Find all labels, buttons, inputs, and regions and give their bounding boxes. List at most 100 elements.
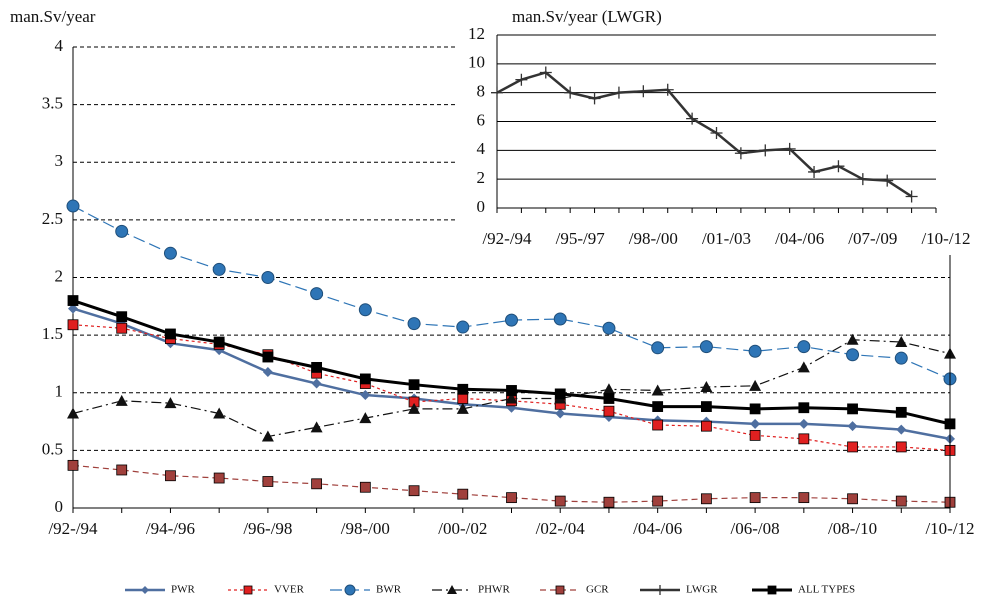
marker xyxy=(652,401,664,412)
y-tick-label: 1 xyxy=(55,382,64,401)
marker xyxy=(651,341,665,355)
marker xyxy=(116,464,128,476)
y-tick-label: 8 xyxy=(477,82,486,101)
marker xyxy=(783,142,796,155)
marker xyxy=(749,492,761,504)
marker xyxy=(506,492,517,504)
marker xyxy=(457,383,469,395)
marker xyxy=(895,441,907,453)
x-tick-label: /10-/12 xyxy=(921,229,970,248)
marker xyxy=(847,493,858,505)
marker xyxy=(797,340,811,354)
x-tick-label: /04-/06 xyxy=(633,519,682,538)
x-tick-label: /06-/08 xyxy=(731,519,780,538)
marker xyxy=(847,441,858,453)
marker xyxy=(798,418,809,429)
marker xyxy=(359,412,372,424)
marker xyxy=(358,303,372,317)
marker xyxy=(116,311,128,323)
marker xyxy=(68,303,78,314)
marker xyxy=(700,420,712,432)
marker xyxy=(832,160,845,173)
marker xyxy=(506,385,517,396)
marker xyxy=(505,392,518,404)
marker xyxy=(856,173,869,186)
y-tick-label: 1.5 xyxy=(42,324,63,343)
marker xyxy=(515,73,528,86)
marker xyxy=(359,373,371,385)
marker xyxy=(213,407,226,419)
legend-label: PHWR xyxy=(478,584,510,596)
marker xyxy=(213,336,225,348)
series-line xyxy=(496,71,913,198)
marker xyxy=(407,317,421,331)
marker xyxy=(163,246,177,260)
marker xyxy=(67,459,79,471)
marker xyxy=(881,174,894,187)
y-tick-label: 2 xyxy=(55,266,64,285)
legend-marker xyxy=(344,584,356,596)
marker xyxy=(115,394,128,406)
marker xyxy=(505,313,518,327)
y-tick-label: 10 xyxy=(468,53,485,72)
y-tick-label: 3 xyxy=(55,151,64,170)
plot: 0 2 4 6 8 10 12/92-/94/95-/97/98-/00/01-/03/04… xyxy=(458,0,984,255)
marker xyxy=(310,421,323,433)
marker xyxy=(212,262,226,276)
marker xyxy=(67,295,79,306)
marker xyxy=(686,112,699,125)
y-tick-label: 6 xyxy=(477,110,486,129)
marker xyxy=(555,408,566,419)
marker xyxy=(67,407,79,419)
marker xyxy=(457,393,469,404)
marker xyxy=(798,492,810,504)
marker xyxy=(896,424,907,435)
marker xyxy=(894,351,908,365)
marker xyxy=(311,378,322,389)
x-tick-label: /10-/12 xyxy=(925,519,974,538)
marker xyxy=(564,86,577,99)
marker xyxy=(164,397,177,409)
marker xyxy=(66,199,80,213)
y-tick-label: 2 xyxy=(477,168,486,187)
marker xyxy=(603,393,615,404)
legend-label: PWR xyxy=(171,584,196,596)
marker xyxy=(491,86,503,99)
marker xyxy=(311,361,323,373)
legend-marker xyxy=(447,585,457,594)
marker xyxy=(408,402,421,414)
marker xyxy=(637,85,650,98)
marker xyxy=(895,495,907,507)
marker xyxy=(261,430,274,442)
marker xyxy=(165,328,176,340)
marker xyxy=(456,402,469,414)
y-tick-label: 0 xyxy=(477,197,486,216)
x-tick-label: /92-/94 xyxy=(482,229,532,248)
x-tick-label: /92-/94 xyxy=(48,519,98,538)
marker xyxy=(165,470,176,482)
marker xyxy=(554,388,566,400)
marker xyxy=(115,224,129,238)
marker xyxy=(798,402,810,414)
y-tick-label: 4 xyxy=(55,36,64,55)
marker xyxy=(67,319,79,331)
inset-y-axis-label: man.Sv/year (LWGR) xyxy=(512,7,662,26)
marker xyxy=(846,348,860,362)
marker xyxy=(262,367,273,378)
y-tick-label: 12 xyxy=(468,24,485,43)
marker xyxy=(554,495,566,507)
marker xyxy=(661,83,674,96)
marker xyxy=(808,165,821,178)
marker xyxy=(116,322,128,334)
marker xyxy=(759,144,772,157)
x-tick-label: /95-/97 xyxy=(556,229,606,248)
legend-label: GCR xyxy=(586,584,609,596)
marker xyxy=(700,493,712,505)
marker xyxy=(710,127,723,140)
legend-marker xyxy=(767,585,777,595)
marker xyxy=(651,384,664,396)
y-tick-label: 2.5 xyxy=(42,209,63,228)
marker xyxy=(797,361,810,373)
marker xyxy=(213,472,225,484)
